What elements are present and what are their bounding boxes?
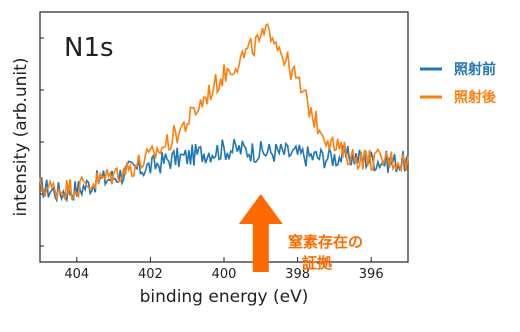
series-layer [39,22,409,203]
panel-label: N1s [64,33,114,63]
legend-label-after: 照射後 [454,89,497,106]
series-line [39,138,409,203]
x-tick-label: 404 [64,267,89,282]
x-tick-label: 396 [359,267,384,282]
x-axis-ticks: 404 402 400 398 396 [64,257,384,282]
series-line [39,22,409,202]
legend: 照射前 照射後 [420,61,497,106]
x-tick-label: 398 [285,267,310,282]
evidence-annotation: 窒素存在の 証拠 [238,194,363,272]
legend-label-before: 照射前 [454,61,496,78]
x-axis-title: binding energy (eV) [140,287,309,307]
y-axis-title: intensity (arb.unit) [11,58,31,217]
x-tick-label: 402 [138,267,163,282]
x-tick-label: 400 [212,267,237,282]
up-arrow-icon [238,194,283,272]
annotation-line1: 窒素存在の [288,233,363,251]
annotation-line2: 証拠 [302,254,333,272]
